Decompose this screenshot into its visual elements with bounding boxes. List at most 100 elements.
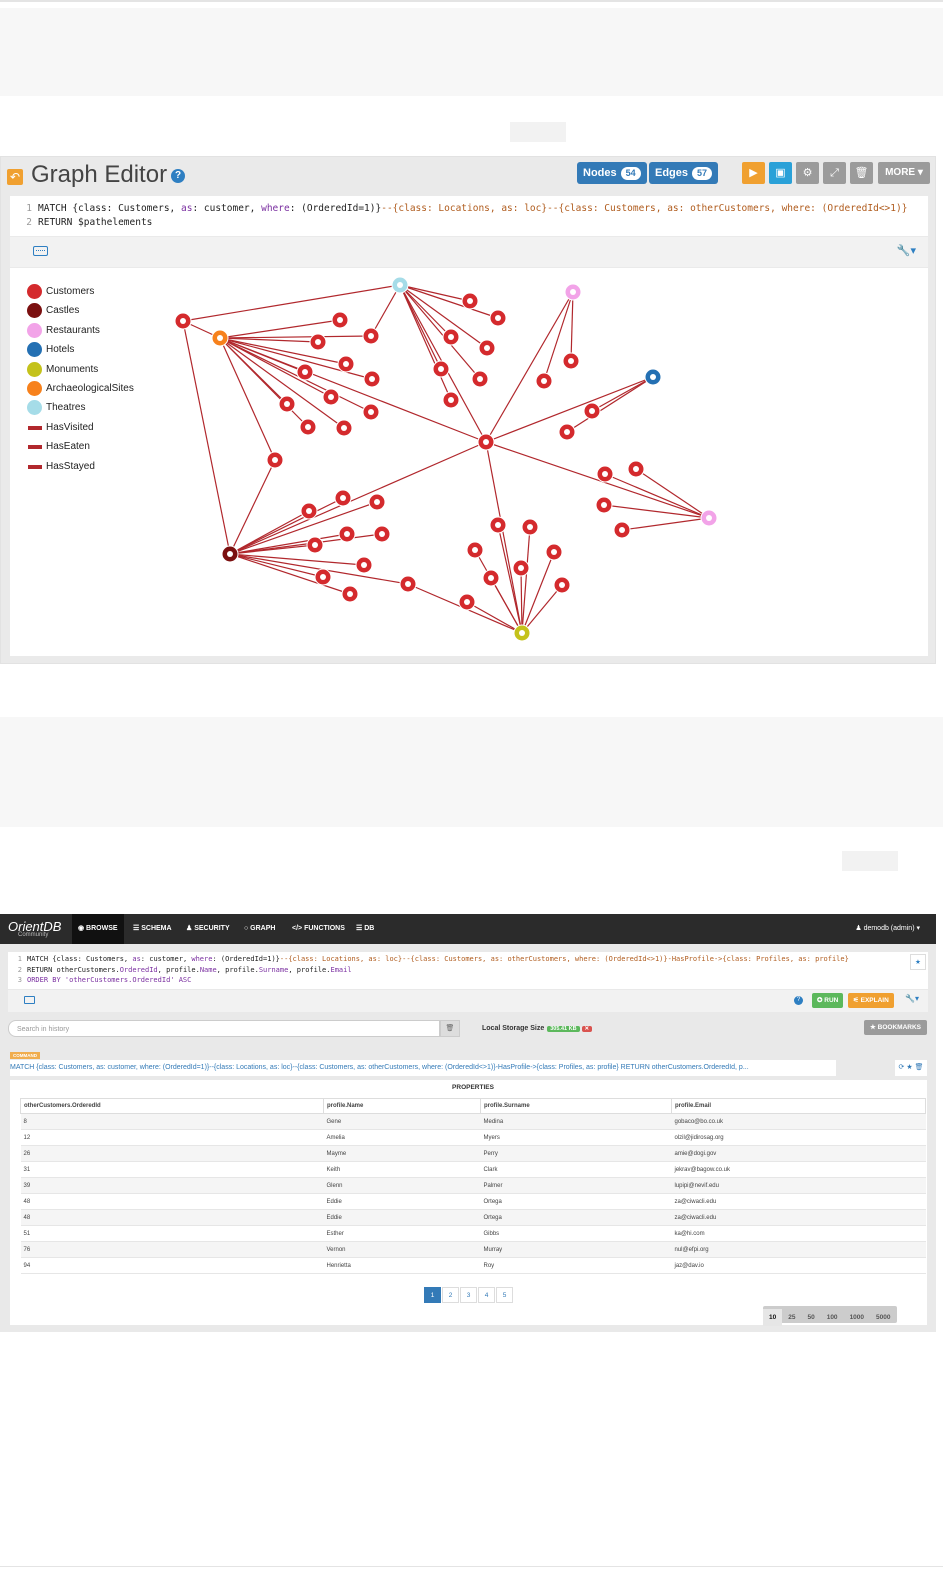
back-icon[interactable]: ↶ <box>7 169 23 185</box>
query-editor[interactable]: 1 MATCH {class: Customers, as: customer,… <box>10 196 928 236</box>
graph-edge[interactable] <box>485 441 523 634</box>
refresh-icon[interactable]: ⟳ <box>898 1064 905 1071</box>
user-menu[interactable]: ♟ demodb (admin) ▾ <box>855 925 920 932</box>
graph-edge[interactable] <box>219 335 372 339</box>
command-text[interactable]: MATCH {class: Customers, as: customer, w… <box>10 1060 836 1076</box>
wrench-icon[interactable]: 🔧▾ <box>896 245 916 257</box>
browse-query-editor[interactable]: 1 MATCH {class: Customers, as: customer,… <box>8 952 928 989</box>
column-header[interactable]: profile.Surname <box>480 1098 672 1114</box>
graph-edge[interactable] <box>219 319 341 339</box>
graph-edge[interactable] <box>229 553 409 585</box>
graph-edge[interactable] <box>182 284 401 322</box>
graph-edge[interactable] <box>229 553 324 578</box>
explain-button[interactable]: ⚟ EXPLAIN <box>848 993 894 1008</box>
graph-edge[interactable] <box>219 337 487 443</box>
graph-edge[interactable] <box>521 551 555 634</box>
page-link[interactable]: 4 <box>478 1287 495 1303</box>
page-size-option[interactable]: 50 <box>807 1314 815 1321</box>
column-header[interactable]: otherCustomers.OrderedId <box>20 1098 324 1114</box>
more-button[interactable]: MORE ▾ <box>878 162 930 184</box>
graph-edge[interactable] <box>219 337 347 365</box>
graph-edge[interactable] <box>520 567 523 634</box>
trash-icon[interactable]: 🗑 <box>850 162 873 184</box>
legend-item[interactable]: HasStayed <box>26 459 134 478</box>
help-icon[interactable]: ? <box>794 996 803 1005</box>
graph-edge[interactable] <box>229 497 344 555</box>
nodes-button[interactable]: Nodes 54 <box>577 162 647 184</box>
edges-button[interactable]: Edges 57 <box>649 162 719 184</box>
table-row[interactable]: 51 Esther Gibbs ka@hi.com <box>20 1225 926 1242</box>
nav-security[interactable]: ♟ SECURITY <box>186 925 230 932</box>
graph-edge[interactable] <box>485 441 710 519</box>
graph-edge[interactable] <box>219 337 372 413</box>
legend-item[interactable]: Monuments <box>26 361 134 381</box>
graph-edge[interactable] <box>485 291 574 443</box>
table-row[interactable]: 48 Eddie Ortega za@ciwacli.edu <box>20 1209 926 1226</box>
graph-edge[interactable] <box>604 473 710 519</box>
page-link[interactable]: 3 <box>460 1287 477 1303</box>
legend-item[interactable]: ArchaeologicalSites <box>26 380 134 400</box>
orientdb-logo[interactable]: OrientDB Community <box>8 919 61 938</box>
page-link[interactable]: 5 <box>496 1287 513 1303</box>
graph-edge[interactable] <box>399 284 452 401</box>
graph-edge[interactable] <box>229 553 351 595</box>
page-size-option[interactable]: 5000 <box>876 1314 891 1321</box>
graph-edge[interactable] <box>229 441 487 555</box>
table-row[interactable]: 8 Gene Medina gobaco@bo.co.uk <box>20 1113 926 1130</box>
table-row[interactable]: 31 Keith Clark jekrav@bagow.co.uk <box>20 1161 926 1178</box>
save-icon[interactable]: ▣ <box>769 162 792 184</box>
graph-edge[interactable] <box>219 337 276 461</box>
help-icon[interactable]: ? <box>171 168 186 183</box>
graph-edge[interactable] <box>399 284 471 302</box>
nav-db[interactable]: ☰ DB <box>356 925 375 932</box>
legend-item[interactable]: Hotels <box>26 342 134 361</box>
keyboard-icon[interactable] <box>24 996 35 1004</box>
graph-edge[interactable] <box>219 337 332 398</box>
graph-edge[interactable] <box>603 504 710 519</box>
graph-edge[interactable] <box>543 291 574 382</box>
keyboard-icon[interactable] <box>33 246 48 256</box>
graph-edge[interactable] <box>466 601 523 634</box>
column-header[interactable]: profile.Email <box>671 1098 926 1114</box>
delete-icon[interactable]: 🗑 <box>914 1064 924 1071</box>
graph-edge[interactable] <box>521 526 531 634</box>
history-search-input[interactable]: Search in history <box>8 1020 440 1037</box>
legend-item[interactable]: Restaurants <box>26 322 134 342</box>
page-link[interactable]: 2 <box>442 1287 459 1303</box>
graph-edge[interactable] <box>370 284 401 337</box>
table-row[interactable]: 48 Eddie Ortega za@ciwacli.edu <box>20 1193 926 1210</box>
table-row[interactable]: 12 Amelia Myers olzil@jidirosag.org <box>20 1129 926 1146</box>
play-icon[interactable]: ▶ <box>742 162 765 184</box>
run-button[interactable]: ✪ RUN <box>812 993 844 1008</box>
fullscreen-icon[interactable]: ⤢ <box>823 162 846 184</box>
graph-edge[interactable] <box>621 517 710 531</box>
graph-edge[interactable] <box>591 376 654 412</box>
graph-edge[interactable] <box>182 320 231 555</box>
graph-edge[interactable] <box>229 501 378 555</box>
graph-edge[interactable] <box>399 284 452 338</box>
legend-item[interactable]: Castles <box>26 303 134 322</box>
legend-item[interactable]: HasVisited <box>26 420 134 439</box>
graph-edge[interactable] <box>635 468 710 519</box>
graph-edge[interactable] <box>570 291 574 362</box>
nav-functions[interactable]: </> FUNCTIONS <box>292 925 345 932</box>
graph-edge[interactable] <box>219 337 309 428</box>
legend-item[interactable]: HasEaten <box>26 439 134 458</box>
settings-icon[interactable]: ⚙ <box>796 162 819 184</box>
clear-storage-icon[interactable]: ✕ <box>581 1026 593 1032</box>
page-size-option[interactable]: 1000 <box>849 1314 865 1321</box>
wrench-icon[interactable]: 🔧▾ <box>905 994 919 1003</box>
graph-edge[interactable] <box>485 376 654 443</box>
graph-edge[interactable] <box>399 284 488 349</box>
graph-edge[interactable] <box>399 284 481 380</box>
page-link[interactable]: 1 <box>424 1287 441 1303</box>
graph-canvas[interactable]: Customers Castles Restaurants Hotels Monumen… <box>10 268 928 656</box>
graph-edge[interactable] <box>229 459 276 555</box>
graph-edge[interactable] <box>566 376 654 433</box>
graph-edge[interactable] <box>399 284 499 319</box>
table-row[interactable]: 39 Glenn Palmer lupipi@nevif.edu <box>20 1177 926 1194</box>
graph-edge[interactable] <box>229 553 365 566</box>
star-icon[interactable]: ★ <box>906 1064 913 1071</box>
nav-browse[interactable]: ◉ BROWSE <box>72 914 124 944</box>
graph-edge[interactable] <box>219 337 319 343</box>
